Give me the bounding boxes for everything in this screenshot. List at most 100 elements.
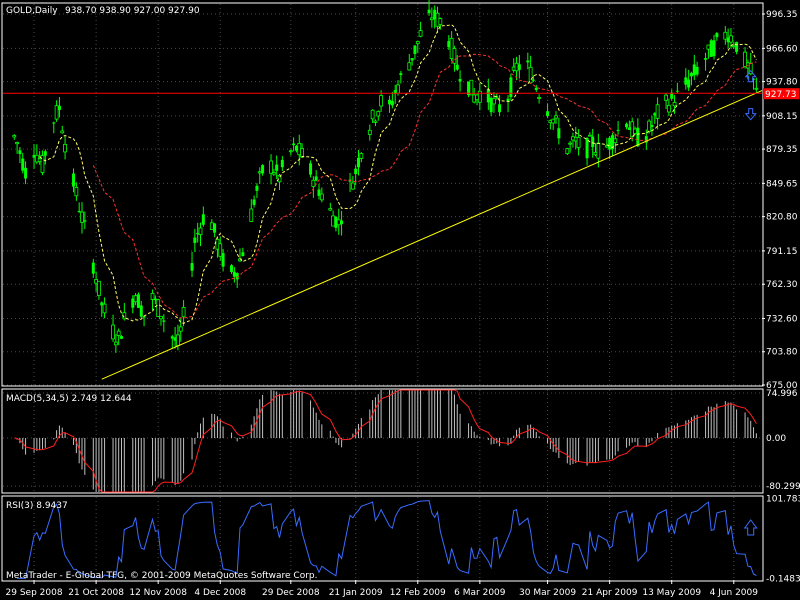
y-tick-label: 820.80 bbox=[766, 213, 798, 223]
candle-body-bear bbox=[357, 157, 361, 168]
candle-body-bear bbox=[32, 155, 36, 158]
up-arrow-icon bbox=[744, 69, 757, 83]
candle-body-bull bbox=[269, 160, 273, 174]
current-price-label: 927.73 bbox=[765, 90, 797, 100]
x-tick-label: 4 Dec 2008 bbox=[194, 588, 246, 598]
candle-body-bull bbox=[604, 145, 609, 148]
candle-body-bear bbox=[687, 79, 691, 88]
candle-body-bull bbox=[418, 30, 423, 37]
candle-body-bear bbox=[139, 305, 143, 317]
candle-body-bull bbox=[319, 193, 324, 201]
y-tick-label: 879.35 bbox=[766, 145, 798, 155]
candle-body-bear bbox=[52, 122, 56, 124]
candle-body-bull bbox=[415, 41, 420, 45]
candle-body-bear bbox=[193, 237, 197, 243]
candle-body-bear bbox=[235, 273, 239, 280]
main-panel-frame bbox=[1, 2, 764, 387]
macd-signal-line bbox=[14, 389, 757, 493]
rsi-y-axis-labels: 101.7838 -0.1483 bbox=[766, 495, 800, 585]
x-tick-label: 21 Jan 2009 bbox=[329, 588, 383, 598]
macd-histogram bbox=[16, 390, 757, 492]
candle-body-bull bbox=[370, 109, 375, 120]
candle-body-bear bbox=[526, 60, 530, 63]
chart-symbol-title: GOLD,Daily bbox=[6, 6, 58, 16]
macd-panel-frame bbox=[1, 388, 764, 494]
candle-body-bull bbox=[80, 211, 84, 223]
y-tick-label: 74.996 bbox=[766, 389, 798, 399]
x-tick-label: 29 Dec 2008 bbox=[262, 588, 320, 598]
candle-body-bull bbox=[350, 182, 355, 190]
candle-body-bear bbox=[735, 41, 739, 52]
candle-body-bull bbox=[133, 295, 138, 303]
candle-body-bear bbox=[591, 136, 595, 148]
candle-body-bull bbox=[311, 179, 316, 187]
candle-body-bull bbox=[54, 105, 59, 120]
y-tick-label: 101.7838 bbox=[766, 495, 800, 505]
candle-body-bear bbox=[616, 129, 620, 131]
candle-body-bear bbox=[314, 176, 318, 181]
candle-body-bear bbox=[534, 87, 538, 91]
candle-body-bear bbox=[24, 167, 28, 179]
candle-body-bull bbox=[209, 222, 214, 230]
candle-body-bull bbox=[537, 97, 541, 99]
candle-body-bull bbox=[655, 104, 660, 119]
candle-body-bull bbox=[367, 129, 372, 135]
up-arrow-icon bbox=[743, 519, 758, 536]
candle-body-bull bbox=[514, 62, 519, 72]
signal-arrows bbox=[743, 69, 758, 536]
candle-body-bear bbox=[458, 78, 462, 82]
candle-body-bear bbox=[142, 316, 146, 318]
candle-body-bull bbox=[198, 227, 203, 236]
candle-body-bull bbox=[331, 215, 336, 227]
candle-body-bull bbox=[492, 98, 496, 105]
candle-body-bull bbox=[613, 138, 618, 144]
y-tick-label: 762.30 bbox=[766, 280, 798, 290]
candle-body-bull bbox=[664, 94, 668, 101]
candle-body-bear bbox=[726, 37, 730, 43]
rsi-panel-frame bbox=[1, 495, 764, 582]
candle-body-bull bbox=[218, 243, 223, 257]
candle-body-bear bbox=[675, 90, 679, 92]
x-tick-label: 29 Sep 2008 bbox=[6, 588, 63, 598]
y-tick-label: 908.15 bbox=[766, 112, 798, 122]
candle-body-bear bbox=[704, 58, 708, 60]
candle-body-bull bbox=[376, 111, 381, 117]
candle-body-bear bbox=[712, 40, 716, 57]
y-tick-label: 966.60 bbox=[766, 44, 798, 54]
candle-body-bear bbox=[77, 210, 81, 212]
candle-body-bull bbox=[469, 79, 474, 96]
x-tick-label: 12 Feb 2009 bbox=[390, 588, 446, 598]
y-tick-label: 996.35 bbox=[766, 10, 798, 20]
candle-body-bull bbox=[731, 45, 736, 48]
x-tick-label: 12 Nov 2008 bbox=[129, 588, 187, 598]
candle-body-bull bbox=[116, 330, 121, 336]
candle-body-bear bbox=[653, 113, 657, 116]
y-tick-label: 849.65 bbox=[766, 179, 798, 189]
candle-body-bear bbox=[131, 298, 135, 308]
candle-body-bear bbox=[650, 125, 654, 128]
candle-body-bear bbox=[608, 137, 612, 150]
candle-body-bull bbox=[438, 18, 443, 25]
candle-body-bear bbox=[413, 45, 417, 54]
candle-body-bear bbox=[627, 127, 631, 130]
candle-body-bear bbox=[153, 298, 157, 301]
candle-body-bear bbox=[91, 262, 95, 274]
candle-body-bear bbox=[261, 165, 265, 174]
candle-body-bull bbox=[328, 208, 333, 211]
candle-body-bear bbox=[709, 40, 713, 57]
x-tick-label: 4 Jun 2009 bbox=[710, 588, 759, 598]
candle-body-bear bbox=[18, 150, 22, 155]
candle-body-bull bbox=[754, 87, 759, 90]
slow-moving-average-line bbox=[92, 53, 757, 319]
candle-body-bear bbox=[100, 302, 104, 306]
candle-body-bear bbox=[625, 123, 629, 128]
y-tick-label: -0.1483 bbox=[766, 575, 800, 585]
candle-body-bear bbox=[393, 90, 397, 94]
candle-body-bull bbox=[379, 95, 383, 107]
candle-body-bear bbox=[390, 100, 394, 106]
support-trendline[interactable] bbox=[101, 90, 763, 380]
candle-body-bear bbox=[241, 252, 245, 257]
x-tick-label: 6 Mar 2009 bbox=[454, 588, 506, 598]
candle-body-bear bbox=[255, 185, 259, 191]
candle-body-bear bbox=[334, 217, 338, 228]
